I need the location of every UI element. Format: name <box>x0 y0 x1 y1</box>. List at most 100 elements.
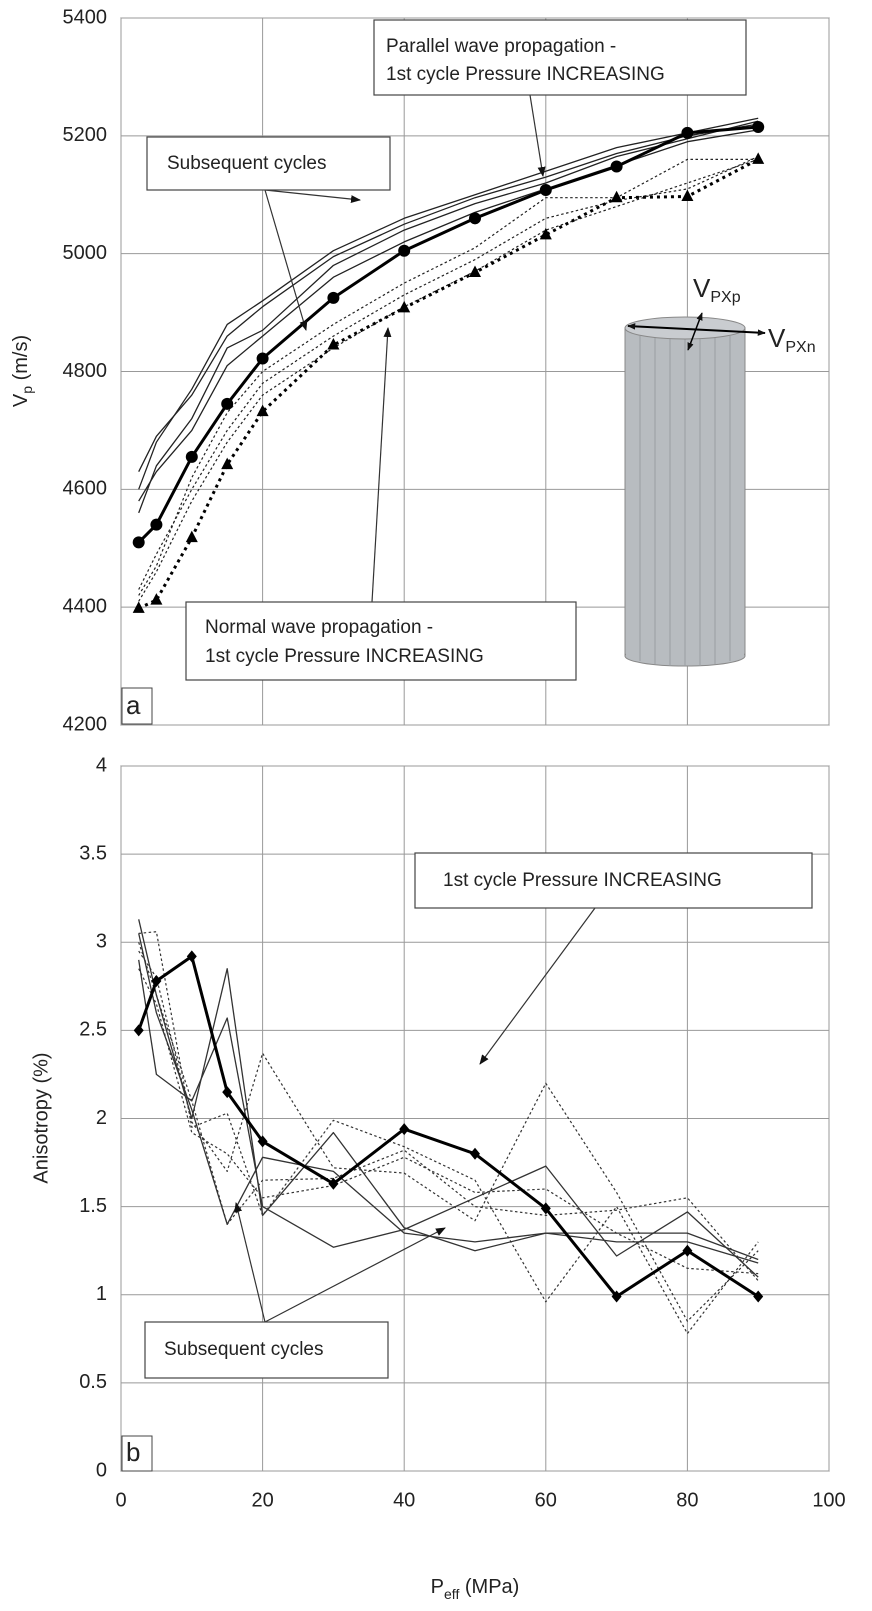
x-tick-label: 80 <box>676 1489 698 1511</box>
marker <box>185 450 198 463</box>
marker <box>327 337 340 350</box>
series-line <box>138 158 759 610</box>
series-line <box>138 950 759 1322</box>
marker <box>133 1024 144 1037</box>
series-line <box>138 942 759 1282</box>
y-tick-label: 1 <box>96 1283 107 1305</box>
annotation: 1st cycle Pressure INCREASING <box>205 646 484 667</box>
panel-label: b <box>126 1437 140 1467</box>
marker <box>186 950 197 963</box>
y-tick-label: 0.5 <box>79 1371 107 1393</box>
grid-layer: 420044004600480050005200540000.511.522.5… <box>63 6 846 1511</box>
annotations-b: 1st cycle Pressure INCREASING Subsequent… <box>30 852 813 1602</box>
y-tick-label: 5400 <box>63 6 108 28</box>
marker <box>540 1202 551 1215</box>
panel-label: a <box>126 690 141 720</box>
panel-label-box <box>121 1435 153 1472</box>
marker <box>682 1244 693 1257</box>
marker <box>256 404 269 417</box>
data-layer <box>132 117 765 1335</box>
series-line <box>138 123 759 472</box>
annotation-box <box>146 136 391 191</box>
y-tick-label: 4400 <box>63 595 108 617</box>
arrow <box>234 1202 266 1323</box>
marker <box>611 1290 622 1303</box>
arrow <box>529 94 546 177</box>
marker <box>328 1177 339 1190</box>
y-tick-label: 3.5 <box>79 842 107 864</box>
y-axis-label: Vp (m/s) <box>10 335 34 407</box>
annotation-box <box>185 601 577 681</box>
y-tick-label: 2 <box>96 1107 107 1129</box>
y-axis-label: Anisotropy (%) <box>30 1052 52 1183</box>
marker <box>185 530 198 543</box>
annotation: Parallel wave propagation - <box>386 36 616 57</box>
marker <box>470 1147 480 1160</box>
series-line <box>138 968 759 1275</box>
x-tick-label: 0 <box>115 1489 126 1511</box>
marker <box>752 152 765 164</box>
series-line <box>137 954 760 1298</box>
cylinder-label: VPXp <box>693 273 741 306</box>
marker <box>610 160 623 173</box>
annotation: 1st cycle Pressure INCREASING <box>443 870 722 891</box>
x-tick-label: 20 <box>251 1489 273 1511</box>
cylinder: VPXp VPXn <box>624 273 816 667</box>
y-tick-label: 4800 <box>63 360 108 382</box>
series-line <box>138 117 759 490</box>
marker <box>150 593 163 605</box>
arrow <box>687 312 703 351</box>
x-tick-label: 60 <box>535 1489 557 1511</box>
marker <box>539 227 552 240</box>
marker <box>398 300 411 313</box>
y-tick-label: 4600 <box>63 478 108 500</box>
y-tick-label: 5000 <box>63 242 108 264</box>
marker <box>539 184 552 197</box>
annotation: Subsequent cycles <box>164 1339 324 1360</box>
arrow <box>479 907 596 1065</box>
y-tick-label: 1.5 <box>79 1195 107 1217</box>
annotation-box <box>144 1321 389 1379</box>
annotation: Normal wave propagation - <box>205 617 433 638</box>
marker <box>681 189 694 202</box>
annotation-box <box>373 19 747 96</box>
marker <box>469 265 481 278</box>
marker <box>469 212 481 225</box>
series-line <box>138 155 759 590</box>
marker <box>681 126 694 139</box>
cylinder-lines <box>639 336 731 666</box>
y-tick-label: 4200 <box>63 713 108 735</box>
marker <box>221 397 234 410</box>
arrow <box>264 1227 446 1323</box>
arrow <box>371 327 392 603</box>
marker <box>327 291 340 304</box>
annotation-box <box>414 852 813 909</box>
marker <box>132 536 145 549</box>
arrow <box>264 189 361 204</box>
marker <box>753 1290 764 1303</box>
marker <box>398 244 411 257</box>
y-tick-label: 0 <box>96 1459 107 1481</box>
marker <box>399 1123 410 1136</box>
series-line <box>138 120 759 514</box>
marker <box>150 518 163 531</box>
x-tick-label: 40 <box>393 1489 415 1511</box>
marker <box>752 120 765 133</box>
x-axis-label: Peff (MPa) <box>431 1576 520 1601</box>
annotation: Subsequent cycles <box>167 153 327 174</box>
x-tick-label: 100 <box>812 1489 845 1511</box>
annotation: 1st cycle Pressure INCREASING <box>386 64 665 85</box>
cylinder-label: VPXn <box>768 323 816 356</box>
marker <box>610 190 623 203</box>
marker <box>257 1135 268 1148</box>
marker <box>222 1086 233 1099</box>
panel-label-box <box>121 687 153 725</box>
marker <box>151 975 162 988</box>
annotations-a: Parallel wave propagation - 1st cycle Pr… <box>10 19 816 725</box>
series-line <box>137 125 759 544</box>
marker <box>132 601 145 613</box>
y-tick-label: 2.5 <box>79 1019 107 1041</box>
marker <box>221 457 234 470</box>
y-tick-label: 3 <box>96 931 107 953</box>
